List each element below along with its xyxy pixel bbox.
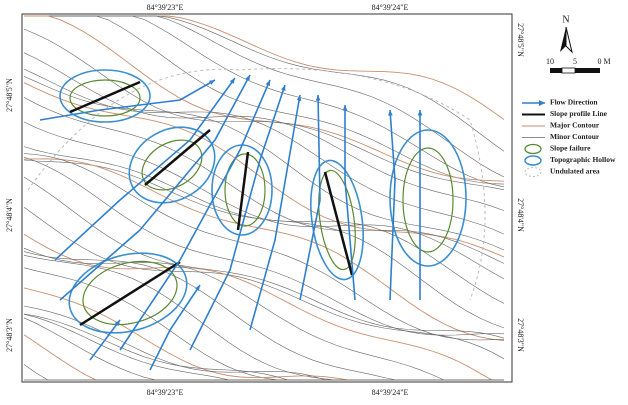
legend-symbol: [525, 145, 541, 154]
coord-label: 84°39'24"E: [372, 388, 409, 397]
legend: Flow Direction Slope profile Line Major Co…: [522, 98, 616, 177]
scale-segment: [550, 68, 562, 73]
coord-label: 84°39'23"E: [147, 3, 184, 12]
coord-label: 27°48'3"N: [5, 318, 14, 352]
coord-label: 84°39'23"E: [147, 388, 184, 397]
coord-label: 27°48'3"N: [516, 318, 525, 352]
legend-label: Topographic Hollow: [550, 155, 616, 164]
north-label: N: [562, 14, 569, 25]
map: 84°39'23"E 84°39'24"E 84°39'23"E 84°39'2…: [0, 0, 628, 405]
scale-bar: 10 5 0 M: [546, 57, 611, 73]
north-arrow: N: [560, 14, 572, 52]
coord-label: 27°48'5"N: [5, 78, 14, 112]
north-arrow-right: [566, 27, 572, 52]
legend-label: Undulated area: [550, 167, 600, 176]
legend-symbol: [525, 168, 541, 177]
coord-label: 84°39'24"E: [372, 3, 409, 12]
coord-label: 27°48'4"N: [516, 198, 525, 232]
legend-label: Slope failure: [550, 144, 591, 153]
legend-symbol: [525, 156, 541, 165]
coord-label: 27°48'4"N: [5, 198, 14, 232]
coord-label: 27°48'5"N: [516, 23, 525, 57]
legend-label: Flow Direction: [550, 98, 598, 107]
legend-symbol: [539, 100, 545, 106]
legend-label: Major Contour: [550, 121, 600, 130]
scale-label: 5: [573, 57, 577, 66]
scale-label: 10: [546, 57, 554, 66]
legend-label: Slope profile Line: [550, 109, 608, 118]
scale-segment: [575, 68, 600, 73]
legend-label: Minor Contour: [550, 132, 600, 141]
north-arrow-left: [560, 27, 566, 52]
scale-label: 0 M: [597, 57, 610, 66]
scale-segment: [562, 68, 575, 73]
